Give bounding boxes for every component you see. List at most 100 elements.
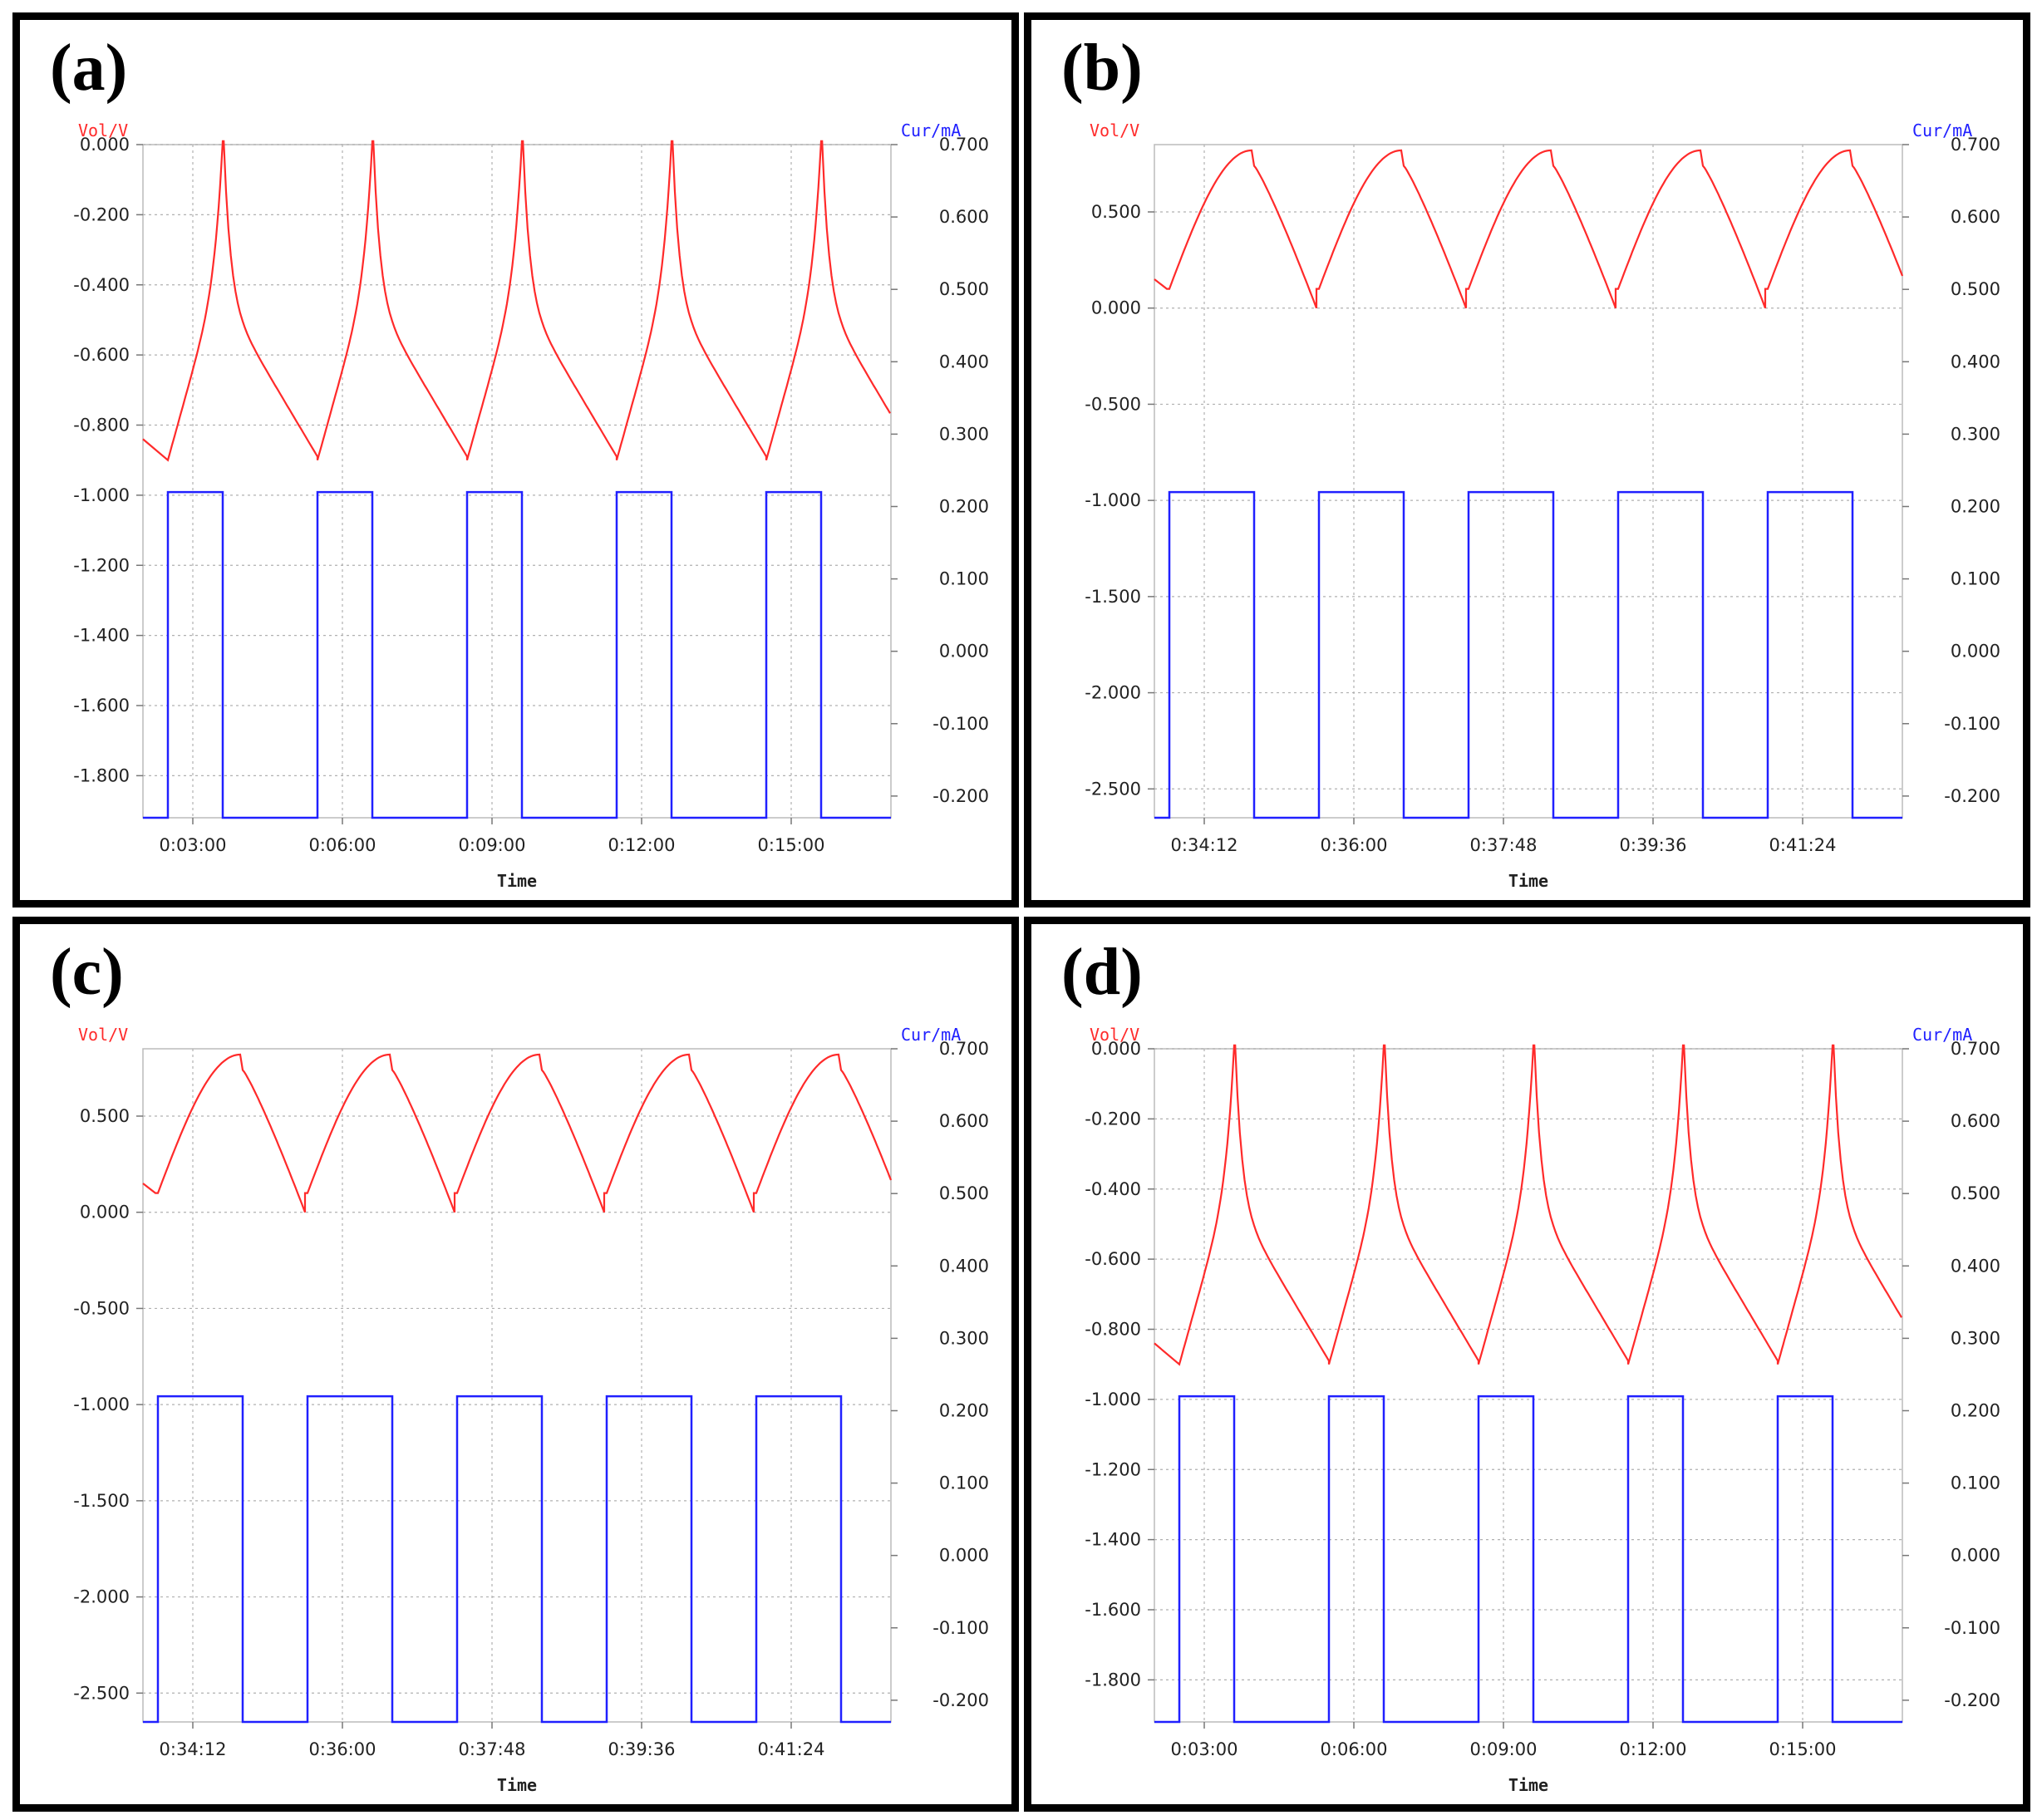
x-tick-label: 0:41:24 bbox=[1769, 835, 1837, 855]
x-tick-label: 0:37:48 bbox=[1470, 835, 1538, 855]
y-right-tick-label: 0.300 bbox=[939, 424, 989, 444]
x-axis-label: Time bbox=[1508, 871, 1548, 891]
y-right-tick-label: 0.000 bbox=[1951, 642, 2000, 662]
chart-d: 0.000 -0.200 -0.400 -0.600 -0.800 -1.000 -1.20… bbox=[1085, 1025, 2000, 1795]
x-tick-label: 0:15:00 bbox=[758, 835, 825, 855]
y-left-tick-label: 0.500 bbox=[80, 1106, 130, 1126]
y-left-tick-label: -0.600 bbox=[73, 345, 130, 365]
y-left-tick-label: -1.500 bbox=[1085, 587, 1141, 607]
y-left-tick-label: -1.000 bbox=[73, 1395, 130, 1414]
y-right-tick-label: 0.500 bbox=[1951, 1183, 2000, 1203]
x-tick-label: 0:39:36 bbox=[608, 1739, 676, 1759]
y-left-tick-label: -1.200 bbox=[1085, 1459, 1141, 1479]
x-tick-label: 0:03:00 bbox=[160, 835, 227, 855]
x-tick-label: 0:03:00 bbox=[1171, 1739, 1238, 1759]
y-left-tick-label: 0.000 bbox=[1091, 1039, 1141, 1059]
y-right-tick-label: 0.600 bbox=[939, 207, 989, 227]
y-left-tick-label: -1.800 bbox=[73, 765, 130, 785]
y-right-tick-label: 0.300 bbox=[939, 1328, 989, 1348]
y-right-tick-label: -0.200 bbox=[1944, 1690, 2000, 1710]
chart-panel-a: (a) 0.000 -0.200 -0.400 -0.600 -0.800 -1.000 -… bbox=[12, 12, 1019, 908]
y-right-tick-label: -0.100 bbox=[1944, 714, 2000, 734]
x-axis-label: Time bbox=[1508, 1775, 1548, 1795]
y-left-tick-label: -2.000 bbox=[73, 1587, 130, 1607]
y-left-tick-label: -0.500 bbox=[73, 1298, 130, 1318]
panel-label: (b) bbox=[1061, 32, 1143, 105]
y-left-tick-label: -1.000 bbox=[1085, 490, 1141, 510]
chart-b: 0.500 0.000 -0.500 -1.000 -1.500 -2.000 -2.500… bbox=[1085, 121, 2000, 891]
y-right-tick-label: 0.500 bbox=[939, 279, 989, 299]
panel-label: (c) bbox=[50, 936, 124, 1009]
plot-area bbox=[142, 144, 892, 819]
y-right-tick-label: -0.100 bbox=[1944, 1618, 2000, 1638]
y-left-tick-label: -1.400 bbox=[1085, 1530, 1141, 1550]
y-right-tick-label: 0.400 bbox=[939, 1256, 989, 1276]
y-right-tick-label: 0.500 bbox=[939, 1183, 989, 1203]
y-right-tick-label: 0.000 bbox=[939, 642, 989, 662]
x-tick-label: 0:41:24 bbox=[758, 1739, 825, 1759]
y-right-tick-label: 0.400 bbox=[1951, 1256, 2000, 1276]
x-tick-label: 0:06:00 bbox=[309, 835, 376, 855]
current-series-line bbox=[143, 490, 891, 819]
y-left-tick-label: -0.400 bbox=[73, 275, 130, 295]
y-right-tick-label: 0.600 bbox=[1951, 1111, 2000, 1131]
y-right-tick-label: 0.000 bbox=[939, 1546, 989, 1566]
y-right-tick-label: 0.700 bbox=[939, 1039, 989, 1059]
y-left-axis-label: Vol/V bbox=[78, 121, 128, 140]
y-right-tick-label: 0.000 bbox=[1951, 1546, 2000, 1566]
y-right-tick-label: 0.100 bbox=[939, 1473, 989, 1493]
plot-area bbox=[1154, 1048, 1903, 1723]
voltage-series-line bbox=[142, 140, 891, 462]
y-right-tick-label: 0.600 bbox=[939, 1111, 989, 1131]
chart-c: 0.500 0.000 -0.500 -1.000 -1.500 -2.000 -2.500… bbox=[73, 1025, 989, 1795]
chart-panel-b: (b) 0.500 0.000 -0.500 -1.000 -1.500 -2.000 -2… bbox=[1024, 12, 2030, 908]
panel-label: (a) bbox=[50, 32, 128, 105]
y-right-axis-label: Cur/mA bbox=[901, 1025, 961, 1045]
y-right-tick-label: -0.100 bbox=[932, 714, 989, 734]
current-series-line bbox=[1154, 490, 1902, 819]
plot-area bbox=[142, 1048, 892, 1723]
x-tick-label: 0:09:00 bbox=[1470, 1739, 1538, 1759]
chart-a: 0.000 -0.200 -0.400 -0.600 -0.800 -1.000 -1.20… bbox=[73, 121, 989, 891]
y-right-tick-label: 0.700 bbox=[1951, 1039, 2000, 1059]
y-left-axis-label: Vol/V bbox=[1090, 1025, 1139, 1045]
y-right-axis-label: Cur/mA bbox=[1912, 121, 1972, 140]
y-left-tick-label: -0.500 bbox=[1085, 394, 1141, 414]
y-left-tick-label: -0.400 bbox=[1085, 1179, 1141, 1199]
plot-area bbox=[1154, 144, 1903, 819]
y-left-tick-label: -1.000 bbox=[73, 485, 130, 505]
y-right-tick-label: -0.200 bbox=[932, 1690, 989, 1710]
chart-panel-c: (c) 0.500 0.000 -0.500 -1.000 -1.500 -2.000 -2… bbox=[12, 917, 1019, 1812]
y-right-axis-label: Cur/mA bbox=[901, 121, 961, 140]
y-left-tick-label: -1.800 bbox=[1085, 1670, 1141, 1690]
y-right-tick-label: 0.100 bbox=[1951, 569, 2000, 589]
y-right-tick-label: 0.200 bbox=[939, 496, 989, 516]
y-right-tick-label: 0.300 bbox=[1951, 1328, 2000, 1348]
y-right-tick-label: 0.500 bbox=[1951, 279, 2000, 299]
y-left-tick-label: -1.600 bbox=[1085, 1600, 1141, 1620]
y-left-tick-label: 0.000 bbox=[1091, 298, 1141, 318]
y-right-tick-label: 0.100 bbox=[939, 569, 989, 589]
chart-panel-d: (d) 0.000 -0.200 -0.400 -0.600 -0.800 -1.000 -… bbox=[1024, 917, 2030, 1812]
x-tick-label: 0:36:00 bbox=[309, 1739, 376, 1759]
y-left-tick-label: -1.600 bbox=[73, 696, 130, 716]
y-right-tick-label: -0.200 bbox=[932, 786, 989, 806]
y-right-tick-label: -0.200 bbox=[1944, 786, 2000, 806]
y-left-tick-label: -0.800 bbox=[73, 416, 130, 435]
panel-label: (d) bbox=[1061, 936, 1143, 1009]
voltage-series-line bbox=[1154, 149, 1904, 309]
x-axis-label: Time bbox=[497, 871, 537, 891]
current-series-line bbox=[143, 1395, 891, 1724]
y-left-tick-label: -2.500 bbox=[1085, 779, 1141, 799]
y-right-tick-label: 0.700 bbox=[1951, 135, 2000, 155]
voltage-series-line bbox=[1154, 1044, 1902, 1366]
y-left-tick-label: -2.000 bbox=[1085, 683, 1141, 703]
x-tick-label: 0:06:00 bbox=[1321, 1739, 1388, 1759]
y-left-tick-label: 0.000 bbox=[80, 135, 130, 155]
y-left-axis-label: Vol/V bbox=[1090, 121, 1139, 140]
y-left-tick-label: 0.000 bbox=[80, 1203, 130, 1222]
y-right-tick-label: 0.200 bbox=[939, 1400, 989, 1420]
y-left-tick-label: -0.200 bbox=[1085, 1109, 1141, 1129]
voltage-series-line bbox=[142, 1053, 893, 1213]
x-tick-label: 0:15:00 bbox=[1769, 1739, 1837, 1759]
